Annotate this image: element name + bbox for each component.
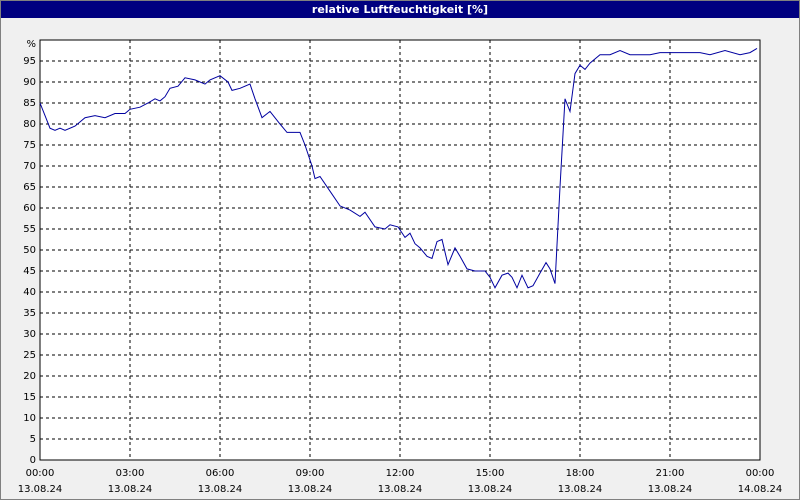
y-tick-label: 20	[23, 371, 36, 382]
y-tick-label: 90	[23, 77, 36, 88]
y-tick-label: 55	[23, 224, 36, 235]
y-tick-label: 75	[23, 140, 36, 151]
x-tick-label: 18:00	[566, 468, 595, 479]
y-tick-label: 95	[23, 56, 36, 67]
x-tick-label: 00:00	[26, 468, 55, 479]
y-unit: %	[26, 39, 36, 50]
y-tick-label: 80	[23, 119, 36, 130]
y-tick-label: 45	[23, 266, 36, 277]
x-tick-date: 13.08.24	[648, 484, 693, 495]
line-series	[39, 47, 758, 290]
x-tick-label: 00:00	[746, 468, 775, 479]
y-tick-label: 40	[23, 287, 36, 298]
y-tick-label: 0	[30, 455, 36, 466]
x-tick-date: 13.08.24	[378, 484, 423, 495]
y-tick-label: 35	[23, 308, 36, 319]
x-tick-date: 13.08.24	[288, 484, 333, 495]
chart-title: relative Luftfeuchtigkeit [%]	[312, 3, 488, 16]
y-tick-label: 10	[23, 413, 36, 424]
x-tick-date: 13.08.24	[18, 484, 63, 495]
y-tick-label: 70	[23, 161, 36, 172]
x-tick-date: 13.08.24	[558, 484, 603, 495]
x-tick-label: 21:00	[656, 468, 685, 479]
x-tick-label: 03:00	[116, 468, 145, 479]
y-tick-label: 5	[30, 434, 36, 445]
y-tick-label: 30	[23, 329, 36, 340]
y-tick-label: 50	[23, 245, 36, 256]
x-tick-date: 13.08.24	[108, 484, 153, 495]
x-tick-label: 09:00	[296, 468, 325, 479]
y-tick-label: 65	[23, 182, 36, 193]
x-tick-label: 15:00	[476, 468, 505, 479]
x-tick-date: 13.08.24	[468, 484, 513, 495]
y-tick-label: 85	[23, 98, 36, 109]
y-tick-label: 60	[23, 203, 36, 214]
x-tick-date: 13.08.24	[198, 484, 243, 495]
title-bar	[1, 1, 799, 18]
x-tick-date: 14.08.24	[738, 484, 783, 495]
x-tick-label: 12:00	[386, 468, 415, 479]
x-tick-label: 06:00	[206, 468, 235, 479]
y-tick-label: 15	[23, 392, 36, 403]
y-tick-label: 25	[23, 350, 36, 361]
